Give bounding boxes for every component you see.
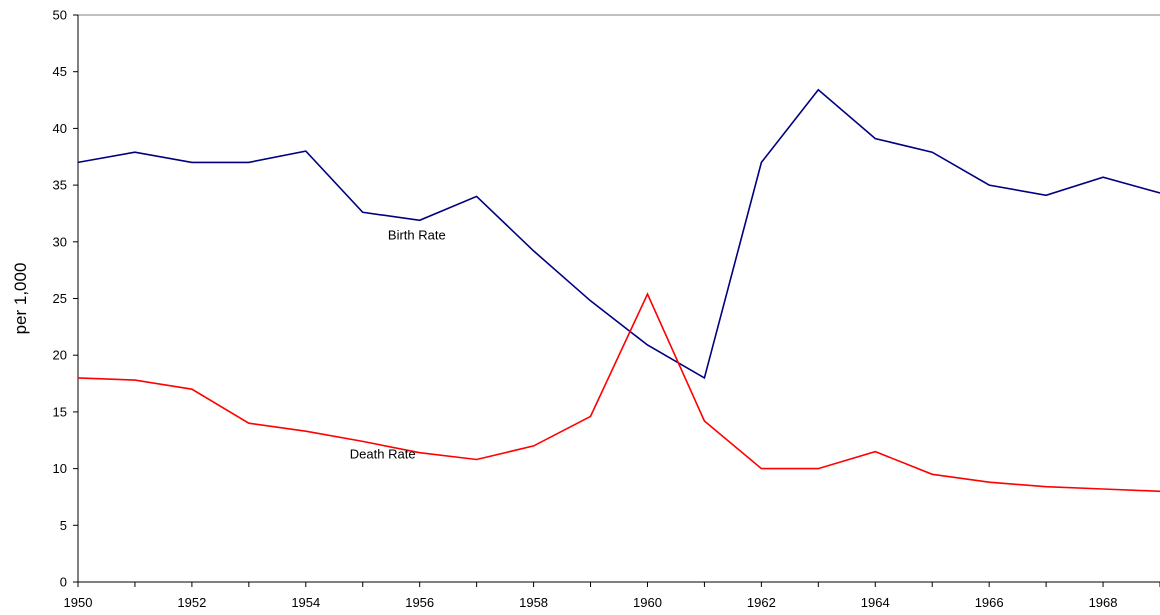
x-tick-label-1960: 1960	[633, 595, 662, 610]
x-tick-label-1956: 1956	[405, 595, 434, 610]
y-tick-label-5: 5	[60, 518, 67, 533]
x-tick-label-1966: 1966	[975, 595, 1004, 610]
y-axis-title: per 1,000	[11, 263, 30, 335]
y-tick-label-30: 30	[53, 234, 67, 249]
y-tick-label-50: 50	[53, 8, 67, 23]
x-tick-label-1962: 1962	[747, 595, 776, 610]
x-tick-label-1964: 1964	[861, 595, 890, 610]
x-tick-label-1952: 1952	[177, 595, 206, 610]
y-tick-label-0: 0	[60, 575, 67, 590]
birth-rate-label: Birth Rate	[388, 228, 446, 243]
y-tick-label-45: 45	[53, 64, 67, 79]
death-rate-label: Death Rate	[350, 446, 416, 461]
x-tick-label-1954: 1954	[291, 595, 320, 610]
y-tick-label-25: 25	[53, 291, 67, 306]
axes: 0 5 10 15 20 25 30 35 40 45 50 1950 1952 1954 1956 1958…	[53, 8, 1160, 610]
x-tick-label-1958: 1958	[519, 595, 548, 610]
y-tick-label-40: 40	[53, 121, 67, 136]
x-tick-label-1950: 1950	[64, 595, 93, 610]
y-tick-label-15: 15	[53, 404, 67, 419]
birth-rate-line	[77, 88, 1160, 380]
x-tick-label-1968: 1968	[1089, 595, 1118, 610]
series-lines	[77, 88, 1160, 493]
series-labels: Birth Rate Death Rate	[350, 228, 446, 462]
y-tick-label-35: 35	[53, 178, 67, 193]
y-tick-label-20: 20	[53, 348, 67, 363]
y-tick-label-10: 10	[53, 461, 67, 476]
death-rate-line	[77, 292, 1160, 493]
